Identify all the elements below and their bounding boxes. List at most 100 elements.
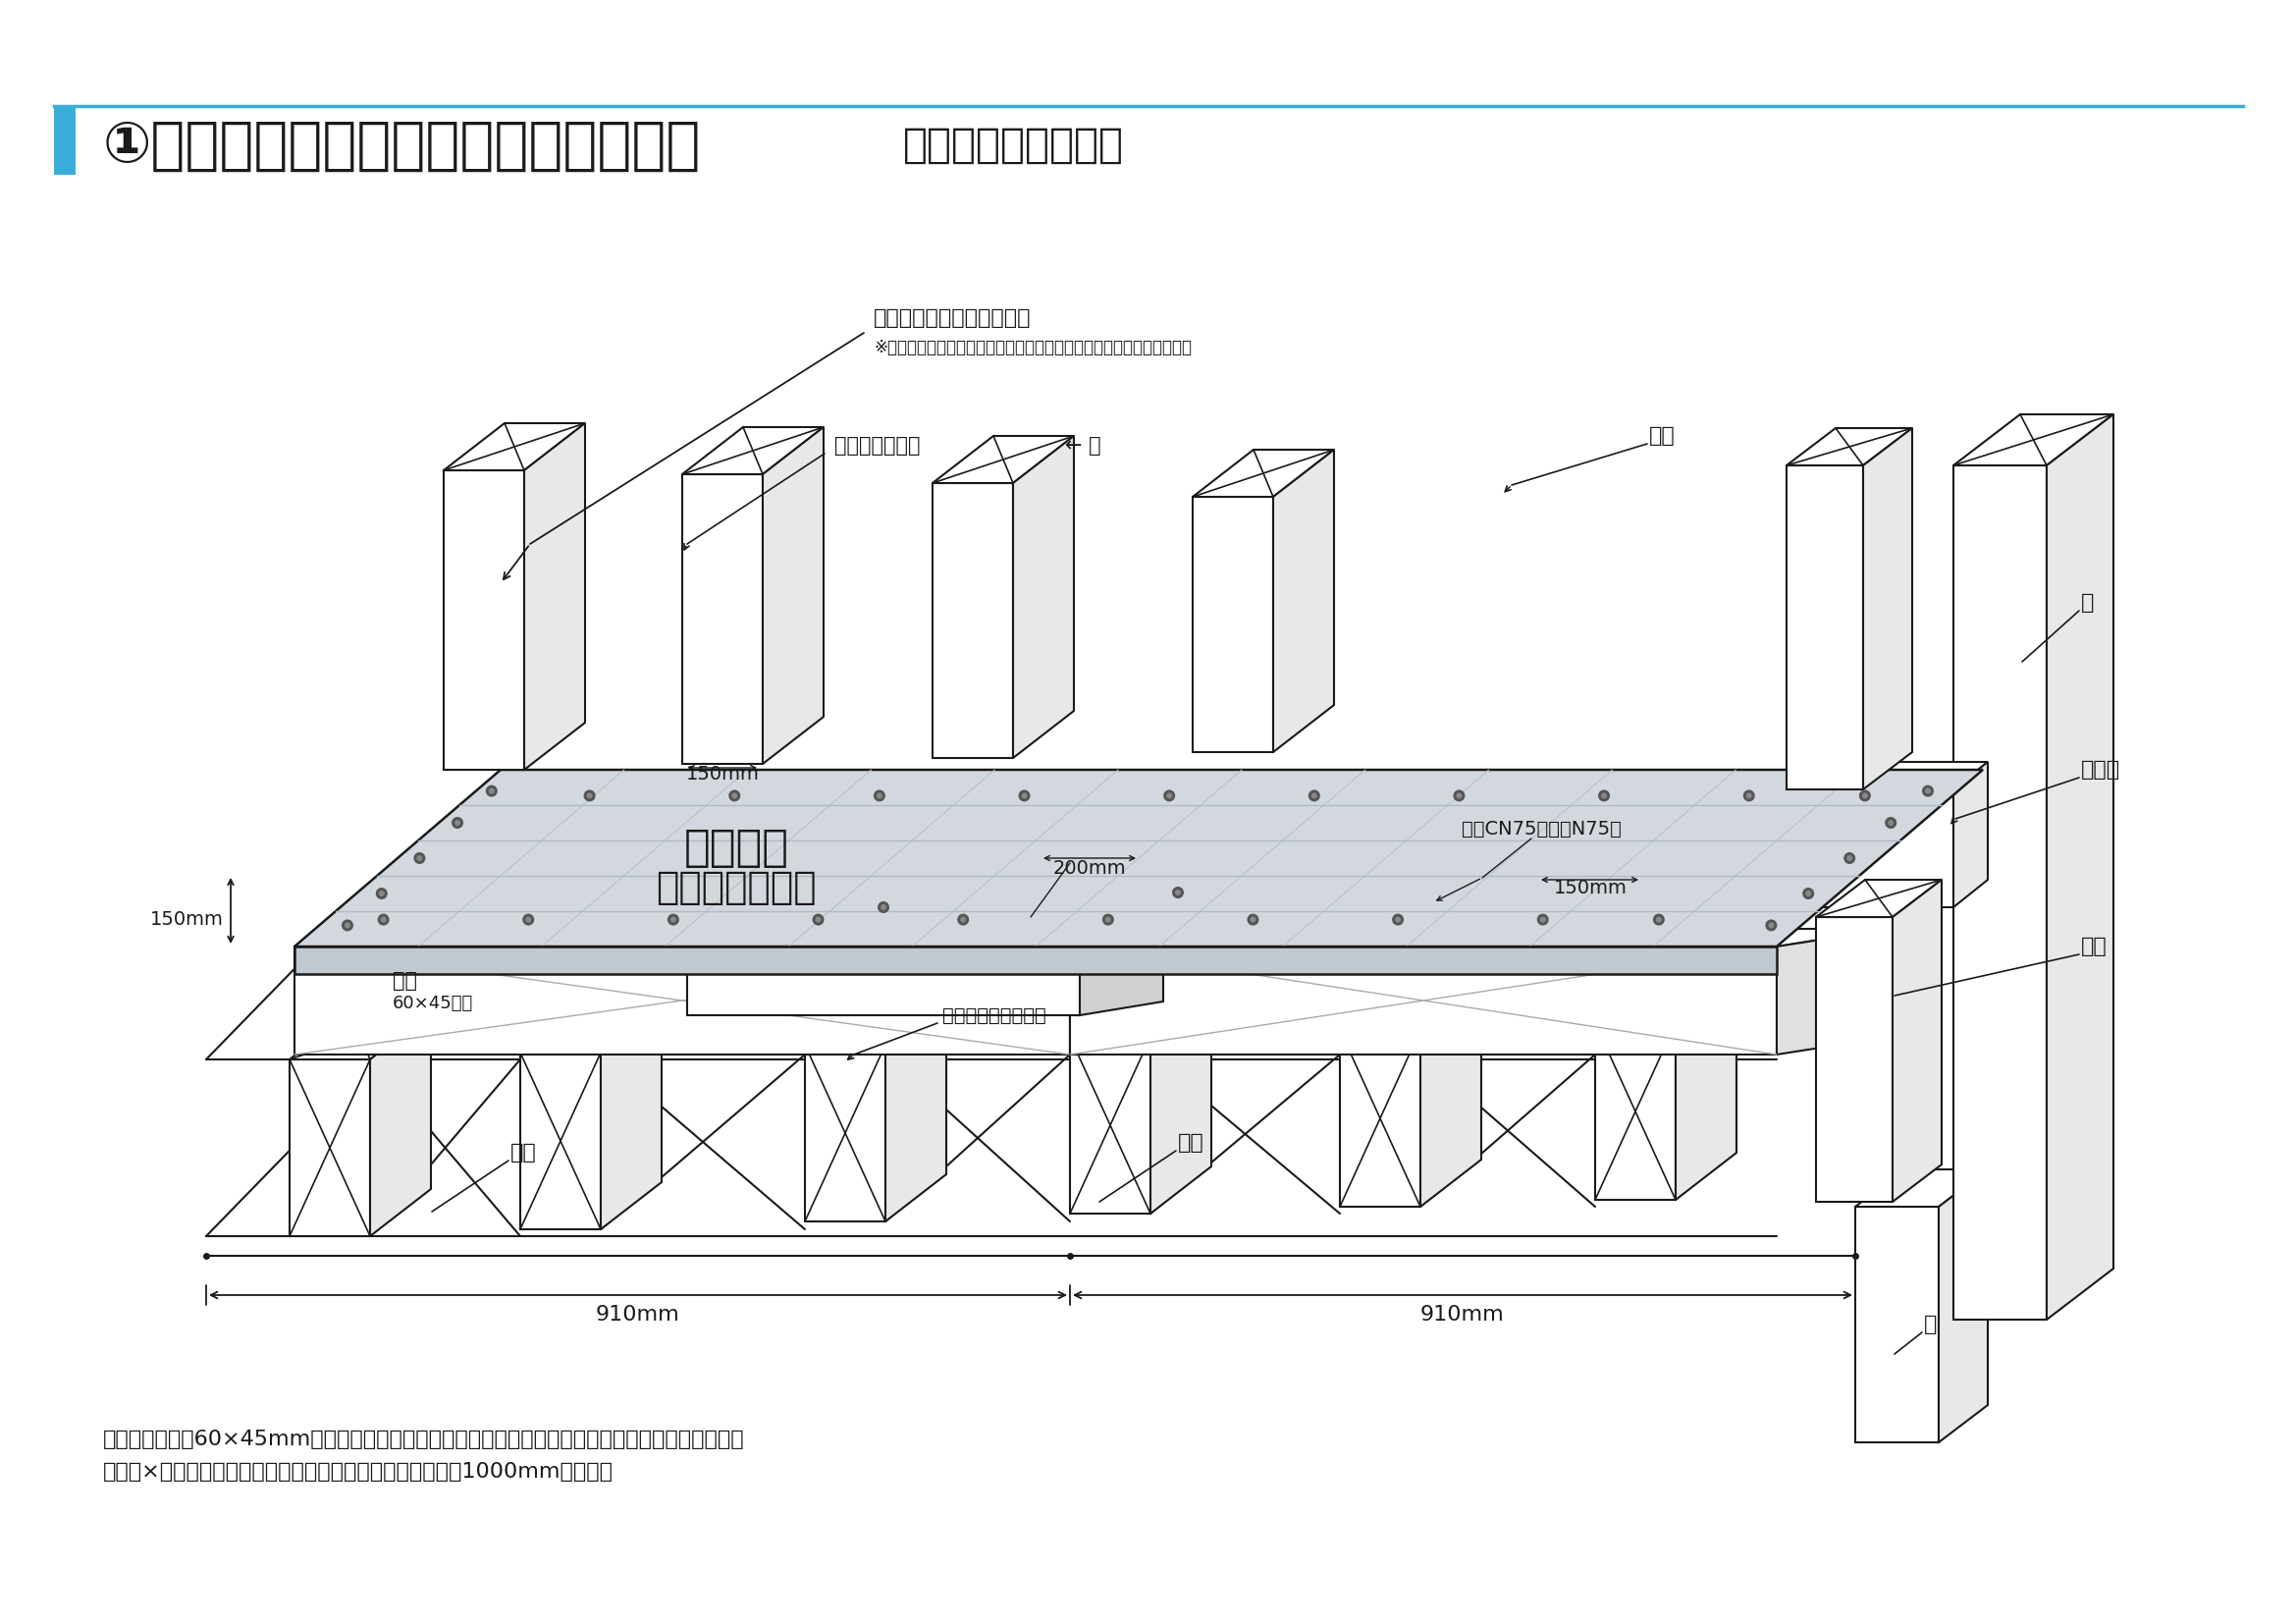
Circle shape [1396,916,1401,922]
Polygon shape [1070,989,1212,1036]
Circle shape [413,853,425,864]
Circle shape [1309,789,1320,802]
Circle shape [379,890,383,896]
Polygon shape [1676,976,1736,1200]
Polygon shape [1070,929,1182,1054]
Polygon shape [932,482,1013,758]
Polygon shape [521,1005,661,1052]
Circle shape [960,916,967,922]
Polygon shape [1786,466,1862,789]
Polygon shape [1777,929,1890,1054]
Polygon shape [294,770,1984,947]
Text: 柱: 柱 [1924,1315,1938,1335]
Circle shape [877,901,889,913]
Circle shape [1846,856,1853,861]
Circle shape [342,919,354,931]
Text: 間柱: 間柱 [2080,937,2108,957]
Circle shape [1745,793,1752,799]
Circle shape [455,820,461,825]
Circle shape [487,784,498,797]
Circle shape [1102,914,1114,926]
Circle shape [1743,789,1754,802]
Circle shape [1887,820,1894,825]
Polygon shape [1855,1169,1988,1207]
Polygon shape [1786,429,1913,466]
Circle shape [416,856,422,861]
Polygon shape [1013,435,1075,758]
Text: はり: はり [1178,1134,1203,1153]
Polygon shape [370,1012,432,1236]
Text: 注）３×６サイズ施工例。メータサイズの場合、はり間隔は1000mmとする。: 注）３×６サイズ施工例。メータサイズの場合、はり間隔は1000mmとする。 [103,1462,613,1481]
Circle shape [1456,793,1463,799]
Circle shape [1453,789,1465,802]
Circle shape [1541,916,1545,922]
Text: ①さね加工を施さない合板を使う場合: ①さね加工を施さない合板を使う場合 [103,117,700,174]
Text: 910mm: 910mm [597,1306,680,1325]
Polygon shape [1777,762,1988,789]
Text: 60×45以上: 60×45以上 [393,994,473,1012]
Circle shape [670,916,677,922]
Polygon shape [289,1012,432,1059]
Polygon shape [1596,976,1736,1023]
Text: 200mm: 200mm [1054,859,1127,877]
Circle shape [732,793,737,799]
Circle shape [1104,916,1111,922]
Circle shape [1922,784,1933,797]
Circle shape [879,905,886,909]
Circle shape [1536,914,1550,926]
Polygon shape [886,997,946,1221]
Polygon shape [1862,429,1913,789]
Circle shape [1022,793,1026,799]
Polygon shape [1954,466,2046,1320]
Circle shape [526,916,530,922]
Circle shape [588,793,592,799]
Circle shape [1176,890,1180,895]
Circle shape [377,888,388,900]
Circle shape [728,789,739,802]
Text: ※本来柱の位置に打つべきであるが、打てないために移動して打った酉: ※本来柱の位置に打つべきであるが、打てないために移動して打った酉 [875,339,1192,356]
Circle shape [1164,789,1176,802]
Text: 910mm: 910mm [1421,1306,1504,1325]
Circle shape [877,793,882,799]
Polygon shape [1192,497,1274,752]
Circle shape [1768,922,1775,929]
Polygon shape [932,435,1075,482]
Text: はり: はり [510,1143,537,1163]
Polygon shape [1954,414,2112,466]
Polygon shape [1816,918,1892,1202]
Polygon shape [1954,762,1988,908]
Polygon shape [1938,1169,1988,1442]
Circle shape [1655,916,1662,922]
Text: 合板の切り欠き: 合板の切り欠き [833,435,921,456]
Text: 受材: 受材 [393,971,418,991]
Polygon shape [1192,450,1334,497]
Polygon shape [1070,1036,1150,1213]
Circle shape [1653,914,1665,926]
Polygon shape [1070,929,1890,947]
Text: ネダノン: ネダノン [684,827,790,869]
Circle shape [1166,793,1173,799]
Text: 間柱: 間柱 [1649,425,1676,445]
Polygon shape [2046,414,2112,1320]
Polygon shape [682,427,824,474]
Circle shape [489,788,494,794]
Polygon shape [687,957,1079,1015]
Polygon shape [443,471,523,770]
Circle shape [583,789,595,802]
Polygon shape [762,427,824,763]
Circle shape [523,914,535,926]
Polygon shape [1079,942,1164,1015]
Circle shape [1600,793,1607,799]
Polygon shape [1596,1023,1676,1200]
Polygon shape [687,942,1164,957]
Circle shape [1247,914,1258,926]
Polygon shape [682,474,762,763]
Circle shape [1766,919,1777,931]
Circle shape [1249,916,1256,922]
Text: 注）受材寸法が60×45mmの場合、酉先端が受材より少し出ることがあるが、耘力上の支障はない。: 注）受材寸法が60×45mmの場合、酉先端が受材より少し出ることがあるが、耘力上… [103,1429,744,1449]
Text: 合板の切り欠きと酉の移動: 合板の切り欠きと酉の移動 [875,309,1031,328]
Circle shape [1860,789,1871,802]
Polygon shape [1816,880,1942,918]
Polygon shape [1070,947,1777,1054]
Circle shape [668,914,680,926]
